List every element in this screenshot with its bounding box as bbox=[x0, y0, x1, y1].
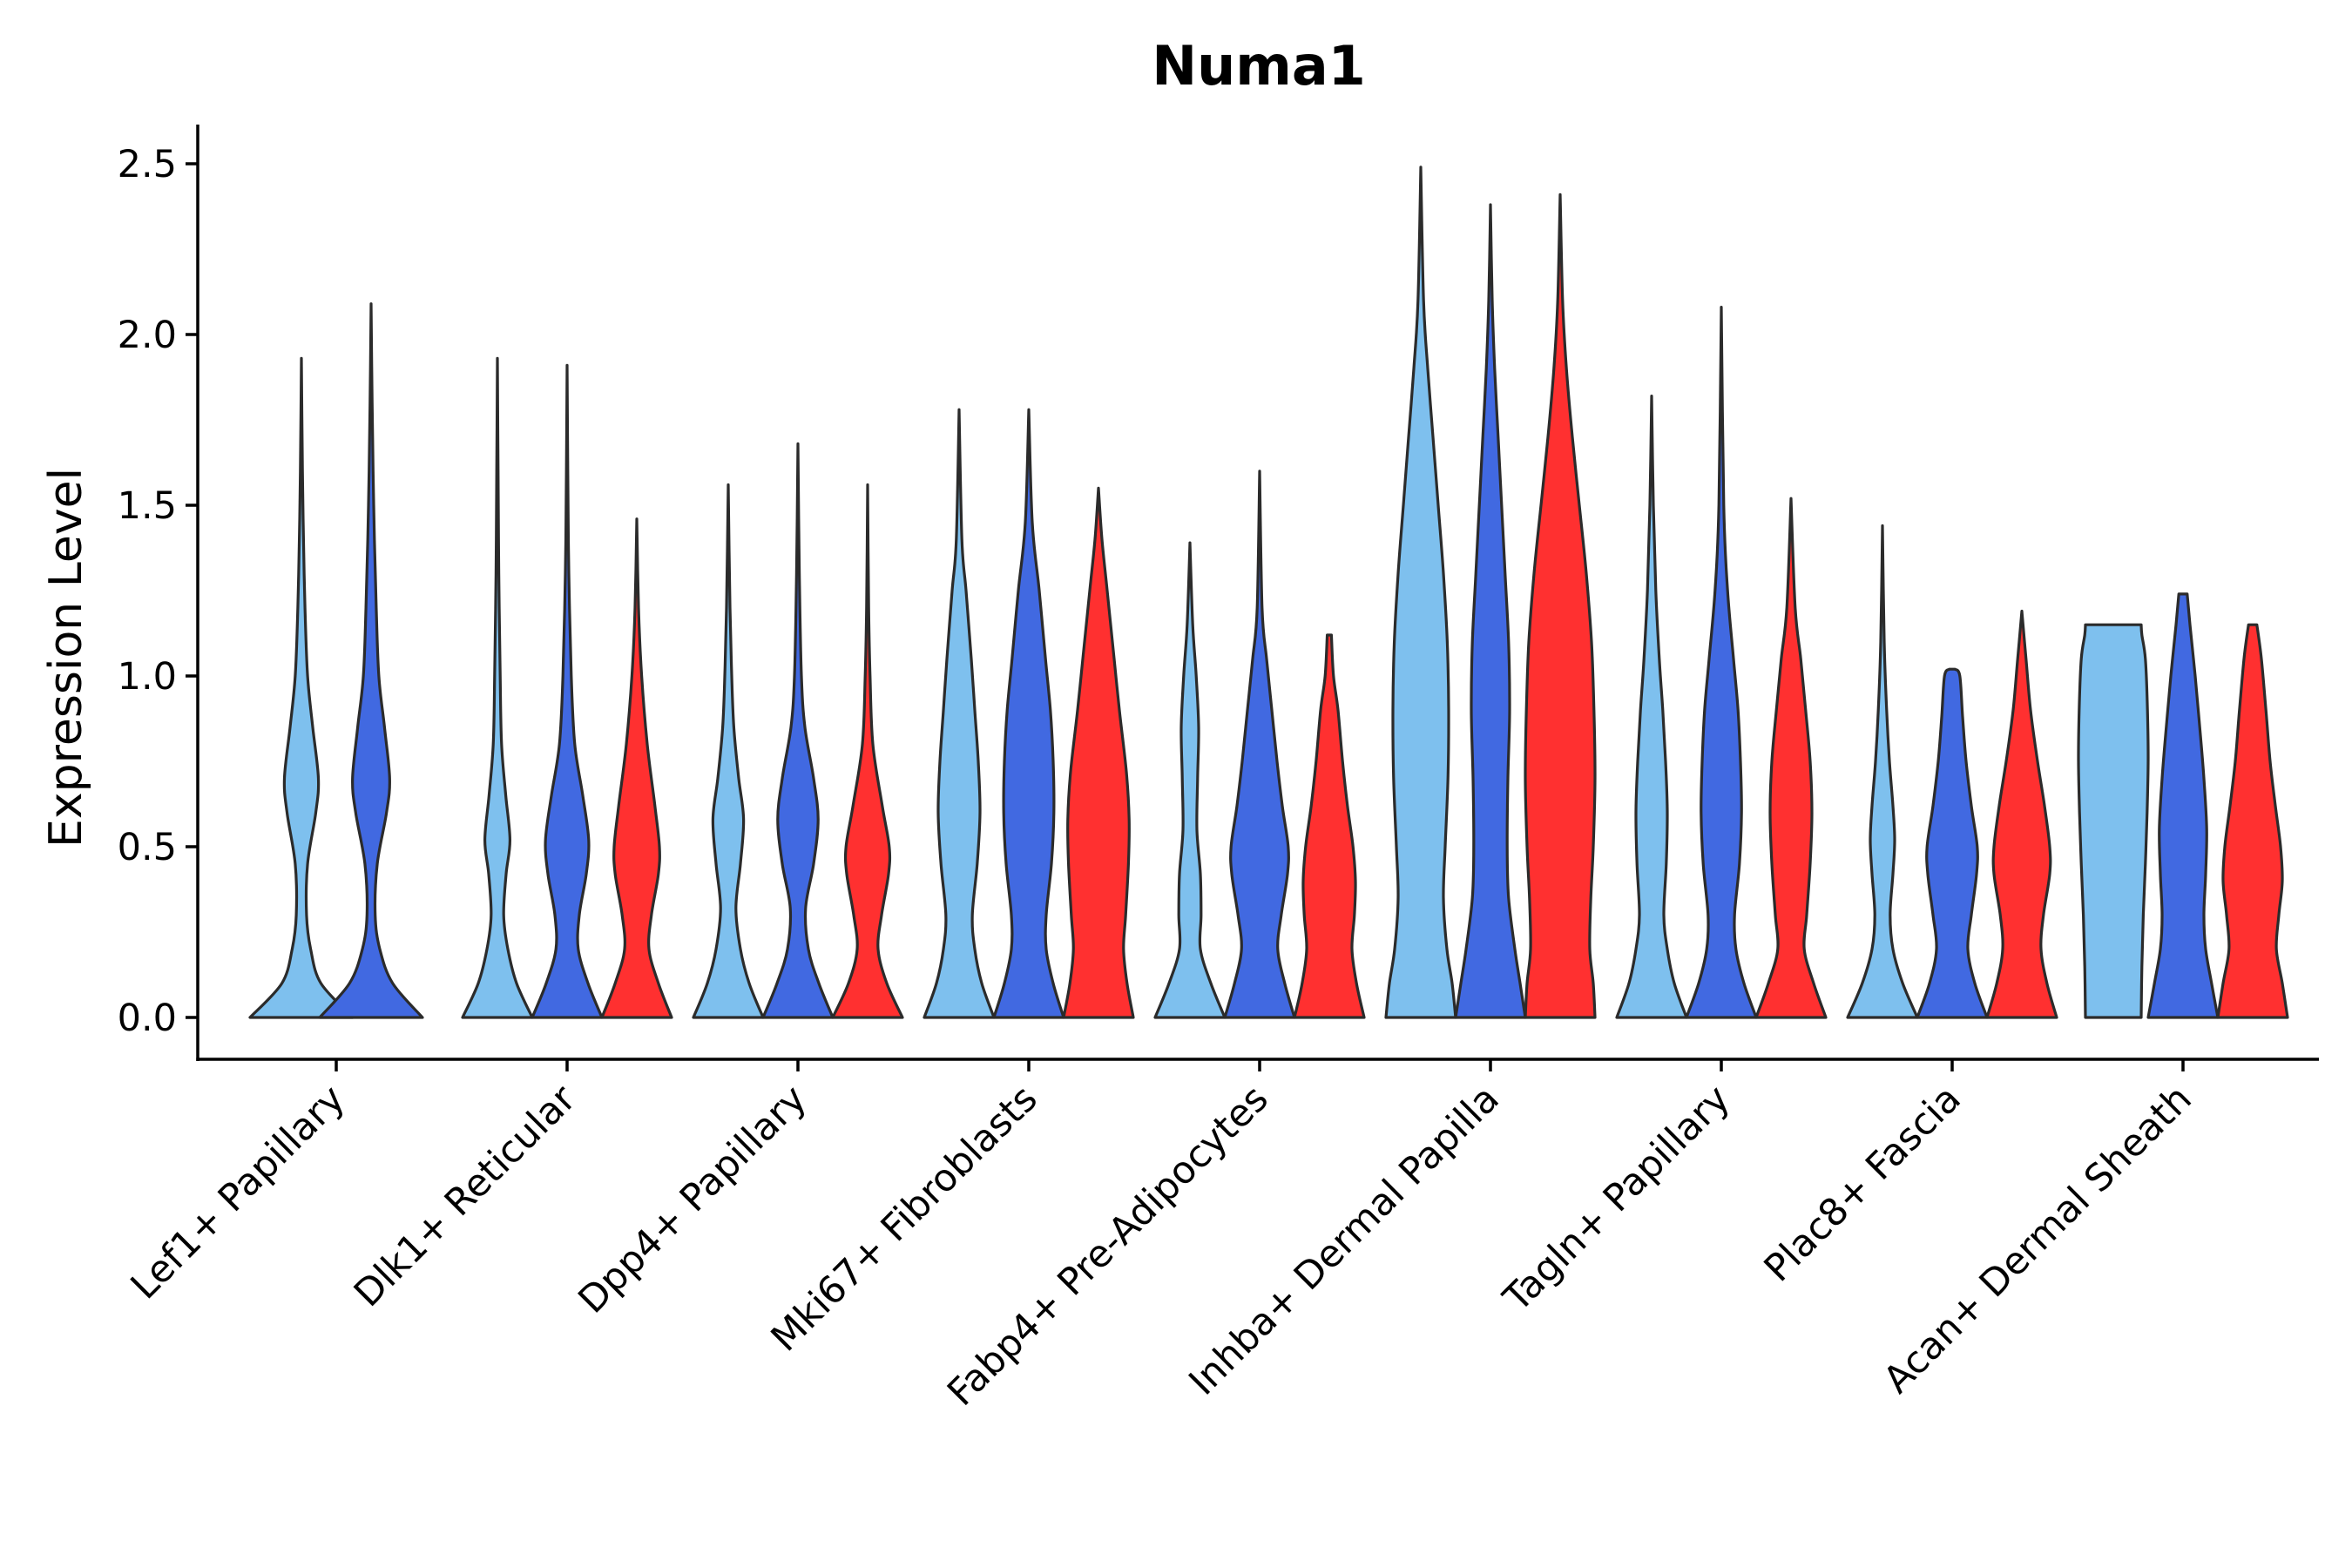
violin-dpp4-papillary-1 bbox=[761, 442, 835, 1019]
x-category-label: Plac8+ Fascia bbox=[1756, 1077, 1970, 1290]
y-tick-label: 0.0 bbox=[118, 997, 177, 1040]
violin-inhba-dermal-papilla-0 bbox=[1384, 166, 1457, 1019]
violin-fabp4-pre-adipocytes-2 bbox=[1293, 633, 1366, 1019]
violin-group bbox=[248, 166, 2289, 1019]
y-tick-label: 1.0 bbox=[118, 655, 177, 699]
violin-lef1-papillary-1 bbox=[318, 302, 424, 1019]
y-axis-ticks: 0.0 0.5 1.0 1.5 2.0 2.5 bbox=[118, 143, 198, 1040]
x-category-label: Mki67+ Fibroblasts bbox=[763, 1077, 1046, 1360]
y-tick-label: 2.0 bbox=[118, 314, 177, 357]
violin-tagln-papillary-1 bbox=[1685, 306, 1758, 1019]
violin-dpp4-papillary-0 bbox=[692, 483, 765, 1019]
violin-plac8-fascia-0 bbox=[1846, 524, 1919, 1019]
violin-acan-dermal-sheath-0 bbox=[2077, 623, 2150, 1019]
y-tick-label: 2.5 bbox=[118, 143, 177, 186]
violin-acan-dermal-sheath-1 bbox=[2146, 592, 2220, 1019]
violin-plac8-fascia-1 bbox=[1916, 667, 1989, 1019]
violin-inhba-dermal-papilla-2 bbox=[1524, 193, 1597, 1019]
violin-mki67-fibroblasts-1 bbox=[992, 408, 1065, 1019]
violin-inhba-dermal-papilla-1 bbox=[1454, 203, 1527, 1019]
y-axis-label: Expression Level bbox=[40, 468, 92, 848]
violin-acan-dermal-sheath-2 bbox=[2216, 623, 2289, 1019]
chart-title: Numa1 bbox=[1152, 34, 1366, 98]
x-category-label: Lef1+ Papillary bbox=[123, 1077, 354, 1308]
violin-fabp4-pre-adipocytes-0 bbox=[1153, 541, 1227, 1019]
violin-mki67-fibroblasts-0 bbox=[923, 408, 996, 1019]
violin-dlk1-reticular-2 bbox=[600, 517, 673, 1019]
violin-dlk1-reticular-1 bbox=[531, 363, 604, 1019]
x-category-label: Dlk1+ Reticular bbox=[346, 1077, 585, 1315]
y-tick-label: 1.5 bbox=[118, 484, 177, 528]
x-category-label: Tagln+ Papillary bbox=[1495, 1077, 1739, 1321]
violin-dlk1-reticular-0 bbox=[461, 356, 534, 1019]
violin-dpp4-papillary-2 bbox=[831, 483, 904, 1019]
violin-fabp4-pre-adipocytes-1 bbox=[1223, 470, 1296, 1019]
violin-mki67-fibroblasts-2 bbox=[1062, 486, 1135, 1019]
x-category-label: Dpp4+ Papillary bbox=[571, 1077, 815, 1321]
violin-plac8-fascia-2 bbox=[1985, 609, 2058, 1019]
violin-tagln-papillary-2 bbox=[1754, 497, 1828, 1019]
violin-tagln-papillary-0 bbox=[1615, 395, 1688, 1019]
y-tick-label: 0.5 bbox=[118, 826, 177, 869]
violin-lef1-papillary-0 bbox=[248, 356, 355, 1019]
